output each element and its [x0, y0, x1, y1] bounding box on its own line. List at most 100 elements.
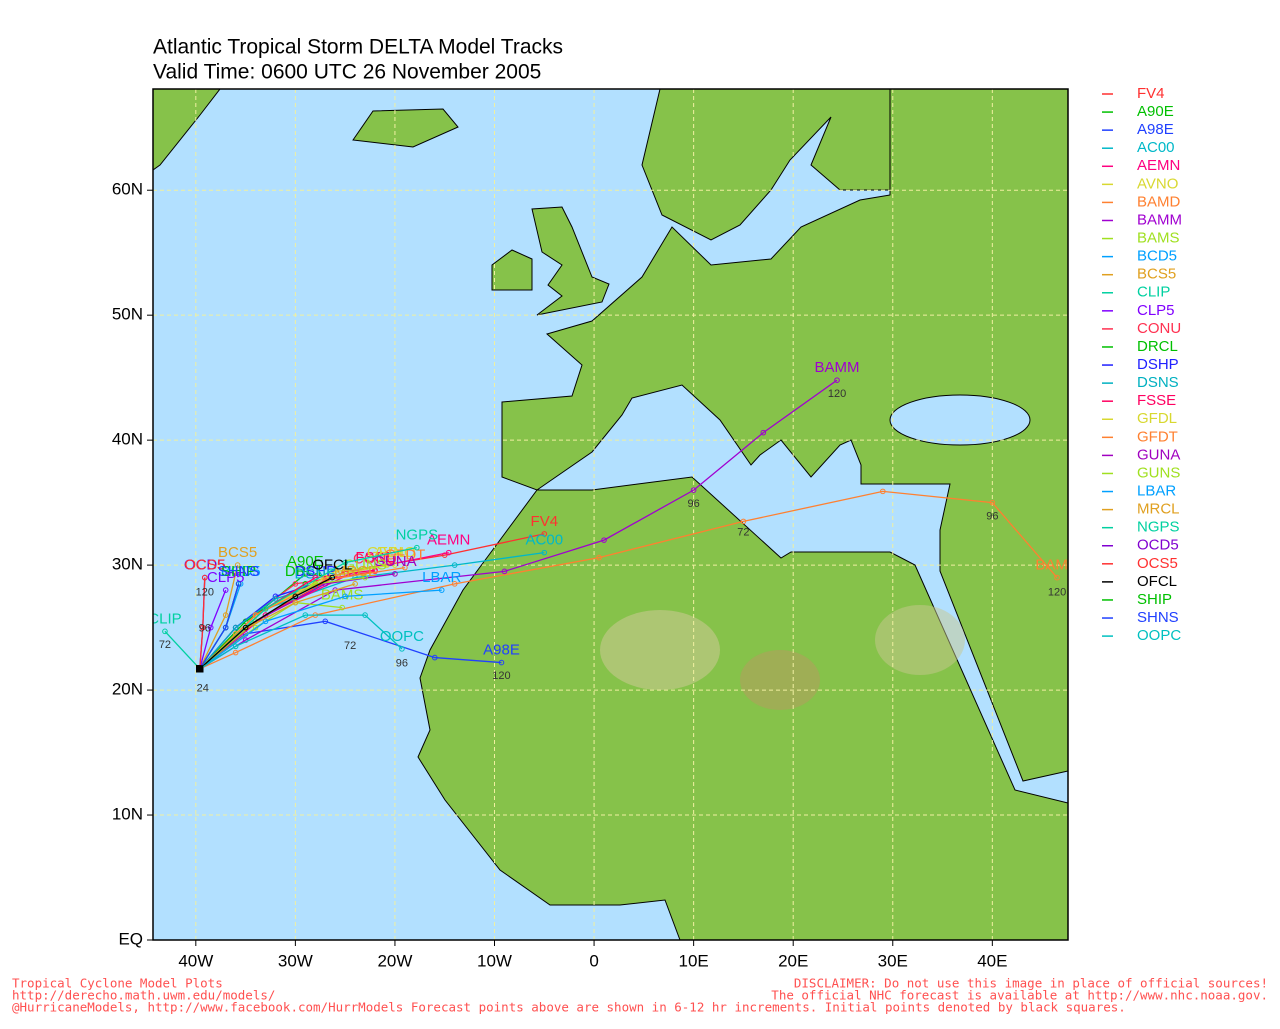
legend-label: NGPS [1137, 519, 1180, 536]
forecast-point [272, 596, 279, 602]
hour-label: 72 [344, 640, 356, 652]
track-label: CLP5 [207, 569, 245, 586]
track-label: FSSE [355, 549, 394, 566]
forecast-point [451, 562, 458, 568]
eurasia [501, 89, 1068, 782]
forecast-point [451, 581, 458, 587]
forecast-point [384, 562, 390, 568]
track [199, 551, 449, 670]
legend-label: GFDL [1137, 410, 1177, 427]
legend-label: OCS5 [1137, 555, 1178, 572]
map: FV4A90EA98EAC00AEMNAVNOBAMDBAMMBAMSBCD5B… [148, 89, 1068, 940]
track [199, 583, 356, 670]
track-label: GFDL [367, 544, 407, 561]
legend-label: FSSE [1137, 392, 1176, 409]
forecast-point [235, 581, 242, 587]
track-label: OFCL [312, 557, 352, 574]
track [199, 589, 227, 669]
y-tick-label: 50N [112, 305, 143, 324]
y-tick-label: 10N [112, 805, 143, 824]
forecast-point [362, 574, 368, 581]
britain [531, 206, 610, 316]
legend-label: OOPC [1137, 627, 1181, 644]
y-tick-label: 30N [112, 555, 143, 574]
footer-right: DISCLAIMER: Do not use this image in pla… [794, 976, 1268, 991]
legend-label: BAMM [1137, 211, 1182, 228]
forecast-point [362, 612, 368, 618]
iceland [352, 108, 459, 148]
forecast-point [1054, 574, 1060, 581]
track-label: GFDT [384, 547, 425, 564]
greenland [153, 89, 221, 171]
forecast-point [242, 624, 249, 631]
legend-label: BAMS [1137, 230, 1180, 247]
forecast-point [262, 606, 269, 612]
track-label: SHNS [218, 563, 260, 580]
legend-label: AEMN [1137, 157, 1180, 174]
footer-left: http://derecho.math.uwm.edu/models/ [12, 988, 275, 1003]
forecast-point [302, 612, 309, 618]
forecast-point [498, 659, 505, 666]
legend-label: SHIP [1137, 591, 1172, 608]
scandinavia [641, 89, 891, 241]
track-label: LBAR [422, 569, 461, 586]
track-label: MRCL [334, 563, 377, 580]
legend-label: SHNS [1137, 609, 1179, 626]
forecast-point [402, 564, 408, 571]
track-label: OCD5 [184, 557, 226, 574]
legend-label: CLP5 [1137, 302, 1175, 319]
forecast-point [292, 599, 299, 606]
track [199, 589, 442, 670]
forecast-point [329, 574, 336, 581]
legend-label: FV4 [1137, 85, 1165, 102]
title: Atlantic Tropical Storm DELTA Model Trac… [153, 36, 563, 59]
forecast-point [199, 624, 206, 631]
hour-label: 96 [199, 623, 211, 635]
track-label: GUNA [373, 553, 416, 570]
legend-label: DSHP [1137, 356, 1179, 373]
y-tick-label: 20N [112, 680, 143, 699]
y-tick-label: 60N [112, 180, 143, 199]
track-label: FV4 [531, 513, 559, 530]
legend-label: AVNO [1137, 175, 1178, 192]
hour-label: 120 [196, 587, 214, 599]
forecast-point [740, 518, 747, 525]
forecast-point [332, 587, 339, 593]
forecast-point [342, 593, 348, 600]
legend-label: GUNA [1137, 446, 1180, 463]
y-tick-label: 40N [112, 430, 143, 449]
track [199, 577, 333, 670]
track-label: AEMN [427, 532, 470, 549]
track-label: A90E [287, 553, 324, 570]
forecast-point [201, 574, 208, 581]
hour-label: 96 [986, 510, 998, 522]
frame [152, 88, 1069, 941]
x-tick-label: 40W [178, 951, 213, 970]
legend-label: AC00 [1137, 139, 1175, 156]
forecast-point [989, 499, 996, 506]
forecast-point [601, 537, 607, 543]
hour-label: 96 [396, 658, 408, 670]
track-label: CLIP [148, 610, 181, 627]
forecast-point [302, 571, 309, 577]
desert [600, 610, 720, 690]
desert [875, 605, 965, 675]
forecast-point [760, 429, 767, 436]
grid [153, 89, 1068, 940]
track [164, 630, 201, 670]
x-tick-label: 10W [477, 951, 512, 970]
legend-label: LBAR [1137, 483, 1176, 500]
legend-label: BCS5 [1137, 266, 1176, 283]
legend-label: DRCL [1137, 338, 1178, 355]
forecast-point [392, 562, 398, 568]
footer-left: Tropical Cyclone Model Plots [12, 976, 223, 991]
footer: Tropical Cyclone Model Plotshttp://derec… [12, 976, 1268, 1015]
track-label: NGPS [396, 527, 439, 544]
forecast-point [541, 549, 548, 556]
legend-label: A90E [1137, 103, 1174, 120]
legend-label: A98E [1137, 121, 1174, 138]
forecast-point [438, 587, 445, 593]
forecast-point [431, 654, 438, 661]
forecast-point [392, 571, 398, 577]
